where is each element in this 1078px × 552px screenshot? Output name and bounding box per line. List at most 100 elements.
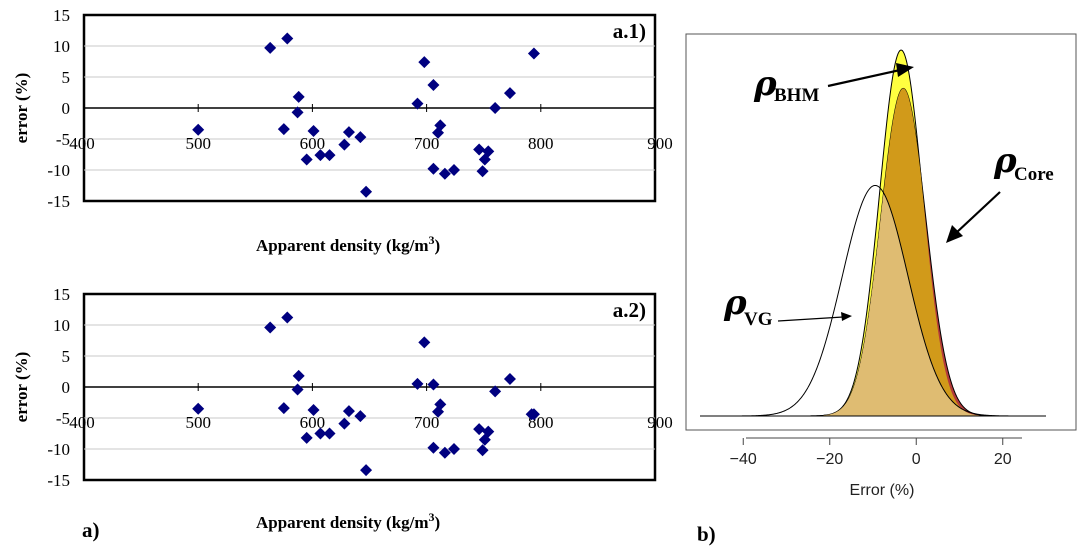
rho-vg-symbol: ρ bbox=[723, 283, 747, 323]
x-tick-label-b: −40 bbox=[730, 451, 757, 468]
data-point-a1 bbox=[192, 123, 205, 136]
data-point-a1 bbox=[307, 124, 320, 137]
scatter-plot-a1: 15 10 5 0 -5 -10 -15 400 500 600 700 800 900 a.1) e… bbox=[12, 6, 673, 255]
data-point-a1 bbox=[503, 87, 516, 100]
data-point-a1 bbox=[427, 162, 440, 175]
y-tick-label-a2: 0 bbox=[62, 378, 71, 397]
data-point-a2 bbox=[473, 423, 486, 436]
x-tick-label-a1: 700 bbox=[414, 134, 440, 153]
y-tick-label-a2: -10 bbox=[47, 440, 70, 459]
bhm-label: BHM bbox=[774, 85, 819, 106]
x-tick-label-a2: 500 bbox=[185, 413, 211, 432]
data-point-a1 bbox=[411, 97, 424, 110]
data-point-a2 bbox=[281, 311, 294, 324]
annotation-core: ρ Core bbox=[993, 141, 1054, 185]
y-tick-label-a2: -5 bbox=[56, 409, 70, 428]
data-point-a1 bbox=[281, 32, 294, 45]
data-point-a2 bbox=[418, 336, 431, 349]
data-point-a2 bbox=[300, 431, 313, 444]
data-point-a1 bbox=[527, 47, 540, 60]
data-point-a2 bbox=[411, 377, 424, 390]
arrow-vg bbox=[777, 316, 844, 322]
data-point-a1 bbox=[473, 143, 486, 156]
rho-core-symbol: ρ bbox=[993, 141, 1017, 181]
data-point-a2 bbox=[448, 443, 461, 455]
data-point-a1 bbox=[434, 119, 447, 132]
data-point-a2 bbox=[434, 398, 447, 411]
data-point-a2 bbox=[360, 464, 373, 477]
arrowhead-core bbox=[946, 225, 963, 243]
data-point-a1 bbox=[277, 123, 290, 136]
y-tick-label-a2: -15 bbox=[47, 471, 70, 490]
x-axis-label-a2: Apparent density (kg/m3) bbox=[256, 510, 440, 532]
data-point-a2 bbox=[323, 427, 336, 440]
panel-label-a1: a.1) bbox=[613, 19, 646, 43]
x-tick-label-b: 20 bbox=[994, 451, 1012, 468]
x-tick-label-a2: 700 bbox=[414, 413, 440, 432]
data-point-a1 bbox=[418, 56, 431, 69]
data-point-a1 bbox=[323, 149, 336, 162]
data-point-a2 bbox=[438, 446, 451, 459]
annotation-bhm: ρ BHM bbox=[753, 64, 819, 106]
x-tick-label-b: −20 bbox=[816, 451, 843, 468]
data-point-a2 bbox=[314, 427, 327, 440]
y-tick-label-a1: -10 bbox=[47, 161, 70, 180]
data-point-a1 bbox=[360, 185, 373, 198]
data-point-a2 bbox=[489, 385, 502, 398]
y-axis-label-a1: error (%) bbox=[12, 73, 31, 144]
data-point-a1 bbox=[354, 131, 367, 144]
y-tick-labels-a1: 15 10 5 0 -5 -10 -15 bbox=[47, 6, 70, 211]
y-tick-label-a2: 5 bbox=[62, 347, 71, 366]
y-tick-label-a1: 5 bbox=[62, 68, 71, 87]
arrowhead-bhm bbox=[896, 63, 914, 77]
data-point-a2 bbox=[291, 383, 304, 396]
data-point-a1 bbox=[476, 165, 489, 178]
data-point-a2 bbox=[427, 441, 440, 454]
x-tick-label-a2: 400 bbox=[69, 413, 95, 432]
x-tick-labels-a2: 400 500 600 700 800 900 bbox=[69, 413, 673, 432]
x-tick-labels-a1: 400 500 600 700 800 900 bbox=[69, 134, 673, 153]
y-tick-label-a2: 10 bbox=[53, 316, 70, 335]
y-tick-labels-a2: 15 10 5 0 -5 -10 -15 bbox=[47, 285, 70, 490]
data-points-a1 bbox=[192, 32, 540, 198]
annotation-vg: ρ VG bbox=[723, 283, 773, 330]
y-axis-label-a2: error (%) bbox=[12, 352, 31, 423]
data-point-a2 bbox=[342, 405, 355, 418]
data-point-a1 bbox=[300, 153, 313, 166]
x-tick-label-b: 0 bbox=[912, 451, 921, 468]
data-point-a1 bbox=[314, 149, 327, 162]
rho-bhm-symbol: ρ bbox=[753, 64, 777, 104]
data-point-a1 bbox=[291, 106, 304, 119]
y-tick-label-a1: -5 bbox=[56, 130, 70, 149]
x-tick-label-a2: 600 bbox=[300, 413, 326, 432]
arrow-bhm bbox=[827, 68, 901, 88]
x-tick-label-a1: 500 bbox=[185, 134, 211, 153]
figure-label-b: b) bbox=[697, 522, 716, 546]
x-tick-label-a1: 800 bbox=[528, 134, 554, 153]
data-point-a2 bbox=[277, 402, 290, 415]
arrowhead-vg bbox=[841, 312, 852, 321]
data-point-a1 bbox=[482, 145, 495, 158]
data-points-a2 bbox=[192, 311, 540, 477]
x-tick-label-a1: 900 bbox=[647, 134, 673, 153]
data-point-a2 bbox=[292, 369, 305, 382]
x-tick-label-a2: 900 bbox=[647, 413, 673, 432]
data-point-a2 bbox=[527, 408, 540, 421]
data-point-a2 bbox=[192, 402, 205, 415]
x-tick-label-a1: 600 bbox=[300, 134, 326, 153]
grid-a1 bbox=[84, 45, 655, 171]
data-point-a1 bbox=[438, 167, 451, 180]
x-axis-label-b: Error (%) bbox=[850, 482, 915, 499]
x-ticks-b: −40 −20 0 20 bbox=[730, 438, 1012, 468]
data-point-a1 bbox=[489, 102, 502, 114]
area-vg-core-overlap bbox=[700, 194, 1046, 416]
data-point-a2 bbox=[354, 410, 367, 423]
data-point-a2 bbox=[476, 444, 489, 457]
grid-a2 bbox=[84, 324, 655, 450]
arrow-core bbox=[955, 191, 1001, 234]
data-point-a1 bbox=[427, 79, 440, 92]
data-point-a2 bbox=[307, 403, 320, 416]
figure-label-a: a) bbox=[82, 518, 100, 542]
